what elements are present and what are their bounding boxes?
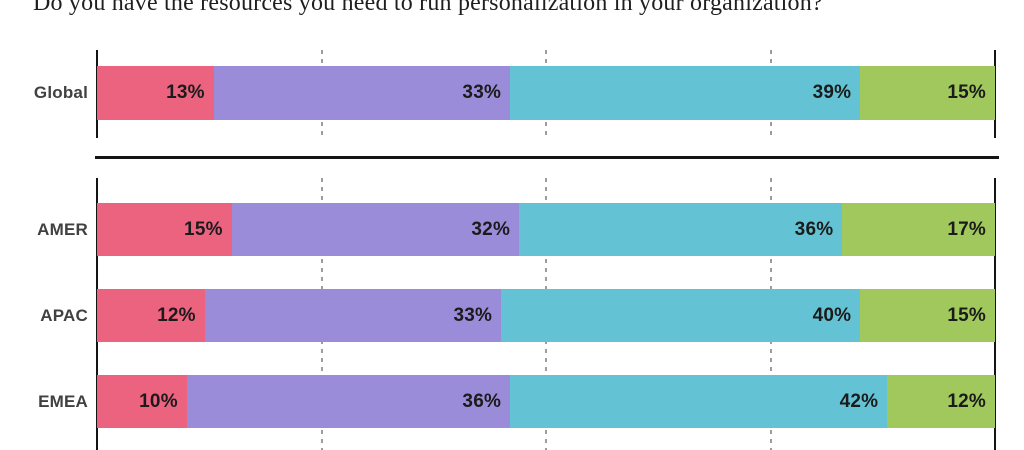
bar-segment: 15% (860, 66, 995, 120)
plot-area: 15% 32% 36% 17% 12% 33% 40% 15% 10% 36% 42% 12% (96, 178, 996, 450)
axis-line-right (994, 50, 996, 138)
bar-segment: 33% (213, 66, 511, 120)
stacked-bar-global: 13% 33% 39% 15% (97, 66, 995, 120)
bar-segment: 10% (97, 375, 187, 428)
regions-chart-section: 15% 32% 36% 17% 12% 33% 40% 15% 10% 36% 42% 12% AMER… (0, 178, 1024, 450)
stacked-bar-amer: 15% 32% 36% 17% (97, 203, 995, 256)
bar-segment: 33% (204, 289, 502, 342)
global-chart-section: 13% 33% 39% 15% Global (0, 50, 1024, 138)
bar-segment: 39% (510, 66, 861, 120)
bar-segment: 12% (97, 289, 205, 342)
bar-segment: 17% (842, 203, 995, 256)
stacked-bar-emea: 10% 36% 42% 12% (97, 375, 995, 428)
bar-segment: 12% (887, 375, 995, 428)
bar-segment: 15% (97, 203, 232, 256)
bar-segment: 42% (510, 375, 888, 428)
bar-segment: 15% (860, 289, 995, 342)
row-label-global: Global (33, 83, 88, 102)
bar-segment: 13% (97, 66, 214, 120)
row-label-amer: AMER (37, 219, 88, 239)
axis-line-right (994, 178, 996, 450)
section-separator-line (95, 156, 999, 159)
bar-segment: 40% (501, 289, 861, 342)
bar-segment: 36% (519, 203, 843, 256)
row-label-apac: APAC (40, 305, 88, 325)
chart-title: Do you have the resources you need to ru… (33, 0, 823, 16)
bar-segment: 32% (231, 203, 520, 256)
stacked-bar-apac: 12% 33% 40% 15% (97, 289, 995, 342)
row-label-emea: EMEA (38, 391, 88, 411)
bar-segment: 36% (186, 375, 511, 428)
plot-area: 13% 33% 39% 15% (96, 50, 996, 138)
